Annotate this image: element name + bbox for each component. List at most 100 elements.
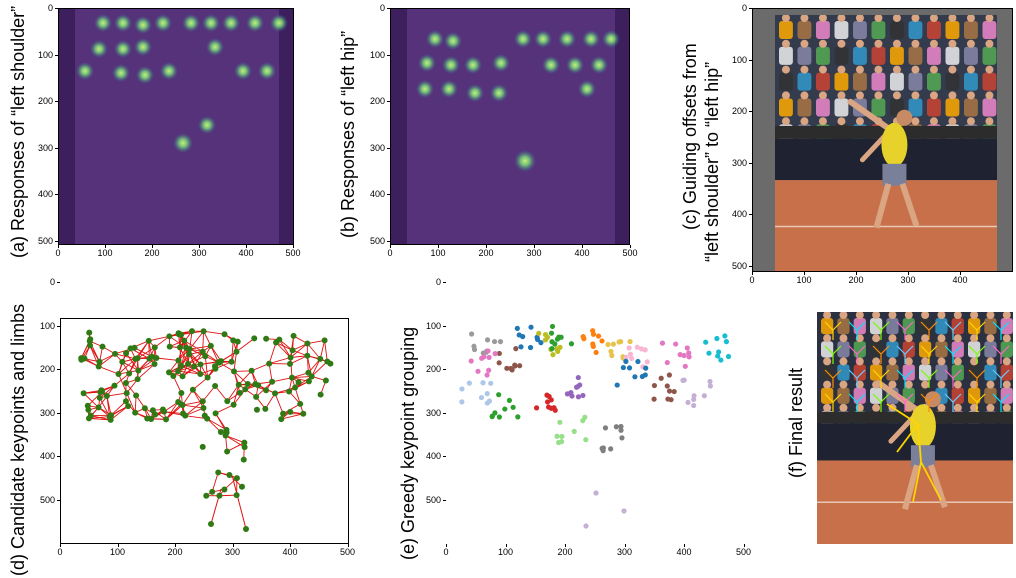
spectator-head <box>929 91 938 100</box>
x-tick-mark <box>505 544 507 547</box>
grouped-keypoint <box>580 392 586 399</box>
skeleton-overlay <box>848 321 866 340</box>
x-tick-mark <box>804 272 805 275</box>
x-tick-label: 0 <box>749 275 755 285</box>
limb <box>137 346 155 359</box>
x-tick-label: 200 <box>144 248 160 258</box>
limb <box>290 357 293 378</box>
spectator <box>968 318 981 335</box>
grouped-keypoint <box>575 374 581 381</box>
spectator <box>935 318 948 335</box>
x-tick-label: 300 <box>616 547 633 557</box>
y-tick-mark <box>55 194 58 195</box>
spectator-head <box>823 312 832 319</box>
limb <box>319 340 326 359</box>
grouped-keypoint <box>484 372 490 378</box>
spectator <box>945 98 960 117</box>
keypoint <box>216 492 223 499</box>
spectator-head <box>874 65 883 74</box>
keypoint <box>111 382 118 389</box>
y-tick-label: 300 <box>731 157 747 168</box>
y-tick-mark <box>443 499 446 501</box>
grouped-keypoint <box>682 363 688 369</box>
grouped-keypoint <box>484 391 490 397</box>
player-arm <box>847 98 894 133</box>
spectator-head <box>904 334 913 343</box>
keypoint <box>305 369 312 376</box>
y-tick-mark <box>55 8 58 9</box>
grouped-keypoint <box>686 354 692 360</box>
keypoint <box>234 338 241 345</box>
y-tick-mark <box>55 240 58 242</box>
grouped-keypoint <box>605 341 611 348</box>
response-spot <box>206 38 224 56</box>
spectator-head <box>837 15 846 22</box>
keypoint <box>289 374 296 381</box>
limb <box>268 342 277 364</box>
limb <box>226 442 245 452</box>
response-spot <box>112 64 130 82</box>
keypoint <box>300 410 307 417</box>
keypoint <box>269 378 276 385</box>
grouped-keypoint <box>544 392 550 398</box>
grouped-keypoint <box>723 339 730 345</box>
grouped-keypoint <box>538 340 544 346</box>
spectator-head <box>800 39 809 48</box>
player-shirt <box>909 404 936 449</box>
spectator-head <box>921 334 930 343</box>
x-tick-label: 400 <box>676 547 692 557</box>
grouped-keypoint <box>691 396 697 403</box>
spectator <box>853 364 866 381</box>
limb <box>154 335 170 348</box>
spectator-head <box>985 39 994 48</box>
spectator-head <box>986 380 995 389</box>
grouped-keypoint <box>496 392 502 398</box>
keypoint <box>175 331 182 338</box>
spectator-head <box>892 65 901 74</box>
x-tick-mark <box>908 272 909 275</box>
grouped-keypoint <box>580 334 586 340</box>
skeleton-overlay <box>920 321 938 340</box>
spectator <box>779 46 793 65</box>
keypoint <box>241 444 248 451</box>
spectator <box>816 98 830 117</box>
limb <box>137 340 150 359</box>
grouped-keypoint <box>492 351 498 357</box>
x-tick-mark <box>960 272 961 275</box>
player-skeleton <box>886 403 942 503</box>
y-tick-mark <box>57 325 60 327</box>
y-tick-label: 400 <box>369 189 385 199</box>
keypoint <box>86 329 93 336</box>
spectator-head <box>970 357 979 366</box>
panel-b-heatmap <box>390 8 630 245</box>
spectator <box>890 21 904 40</box>
grouped-keypoint <box>480 380 486 386</box>
skeleton-overlay <box>848 369 866 388</box>
limb <box>274 393 284 414</box>
y-tick-mark <box>749 214 752 215</box>
response-spot <box>134 16 152 34</box>
skeleton-overlay <box>824 369 842 388</box>
keypoint <box>252 381 259 388</box>
skeleton-overlay <box>824 321 842 340</box>
y-tick-label: 100 <box>39 320 55 331</box>
grouped-keypoint <box>593 349 599 356</box>
keypoint <box>290 332 297 339</box>
spectator-head <box>855 312 864 319</box>
keypoint <box>233 475 240 482</box>
spectator <box>886 341 899 358</box>
grouped-keypoint <box>602 425 609 431</box>
y-tick-label: 400 <box>39 451 55 461</box>
spectator-head <box>888 312 897 319</box>
panel-a-spots <box>76 14 288 153</box>
limb <box>238 370 252 386</box>
grouped-keypoint <box>508 365 514 372</box>
grouped-keypoint <box>486 367 492 373</box>
grouped-keypoint <box>707 378 713 385</box>
grouped-keypoint <box>486 398 493 404</box>
spectator-head <box>800 91 809 100</box>
grouped-keypoint <box>496 350 502 357</box>
spectator <box>982 98 997 117</box>
response-spot <box>114 14 132 32</box>
spectator-head <box>921 312 930 319</box>
